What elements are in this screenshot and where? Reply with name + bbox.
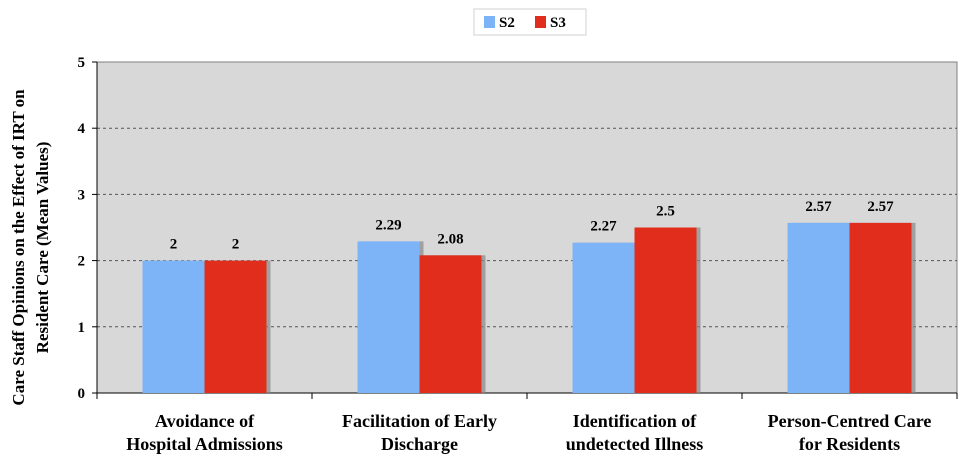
bar-s2-3 (787, 222, 850, 393)
data-label-s3-1: 2.08 (437, 231, 463, 247)
legend-swatch-s2 (484, 16, 495, 28)
data-label-s2-3: 2.57 (805, 199, 832, 215)
data-label-s3-3: 2.57 (867, 199, 894, 215)
legend-label-s2: S2 (499, 15, 515, 31)
y-tick-label: 0 (78, 386, 86, 402)
x-category-label: Discharge (381, 434, 458, 454)
x-category-label: for Residents (799, 434, 900, 454)
y-tick-label: 2 (78, 254, 86, 270)
y-axis-label: Resident Care (Mean Values) (33, 142, 52, 354)
y-tick-label: 4 (78, 121, 86, 137)
y-tick-label: 5 (78, 55, 86, 71)
y-axis-label: Care Staff Opinions on the Effect of IRT… (9, 89, 28, 406)
data-label-s3-0: 2 (232, 237, 240, 253)
data-label-s2-1: 2.29 (375, 217, 401, 233)
bar-s3-2 (634, 227, 697, 393)
x-category-label: Facilitation of Early (342, 411, 497, 431)
bar-s2-0 (142, 260, 205, 393)
bar-s3-3 (849, 222, 912, 393)
data-label-s3-2: 2.5 (656, 204, 675, 220)
bar-s3-1 (419, 255, 482, 393)
bar-s3-0 (204, 260, 267, 393)
x-category-label: Person-Centred Care (768, 411, 932, 431)
y-tick-label: 1 (78, 320, 86, 336)
bar-s2-2 (572, 242, 635, 393)
x-category-label: undetected Illness (566, 434, 704, 454)
legend-label-s3: S3 (550, 15, 566, 31)
legend-swatch-s3 (535, 16, 546, 28)
bar-s2-1 (357, 241, 420, 393)
legend-box (473, 8, 587, 36)
data-label-s2-0: 2 (170, 237, 178, 253)
x-category-label: Hospital Admissions (126, 434, 283, 454)
x-category-label: Identification of (573, 411, 698, 431)
data-label-s2-2: 2.27 (590, 219, 617, 235)
x-category-label: Avoidance of (155, 411, 255, 431)
y-tick-label: 3 (78, 187, 86, 203)
